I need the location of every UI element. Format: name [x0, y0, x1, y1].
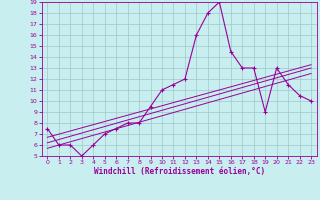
X-axis label: Windchill (Refroidissement éolien,°C): Windchill (Refroidissement éolien,°C) [94, 167, 265, 176]
